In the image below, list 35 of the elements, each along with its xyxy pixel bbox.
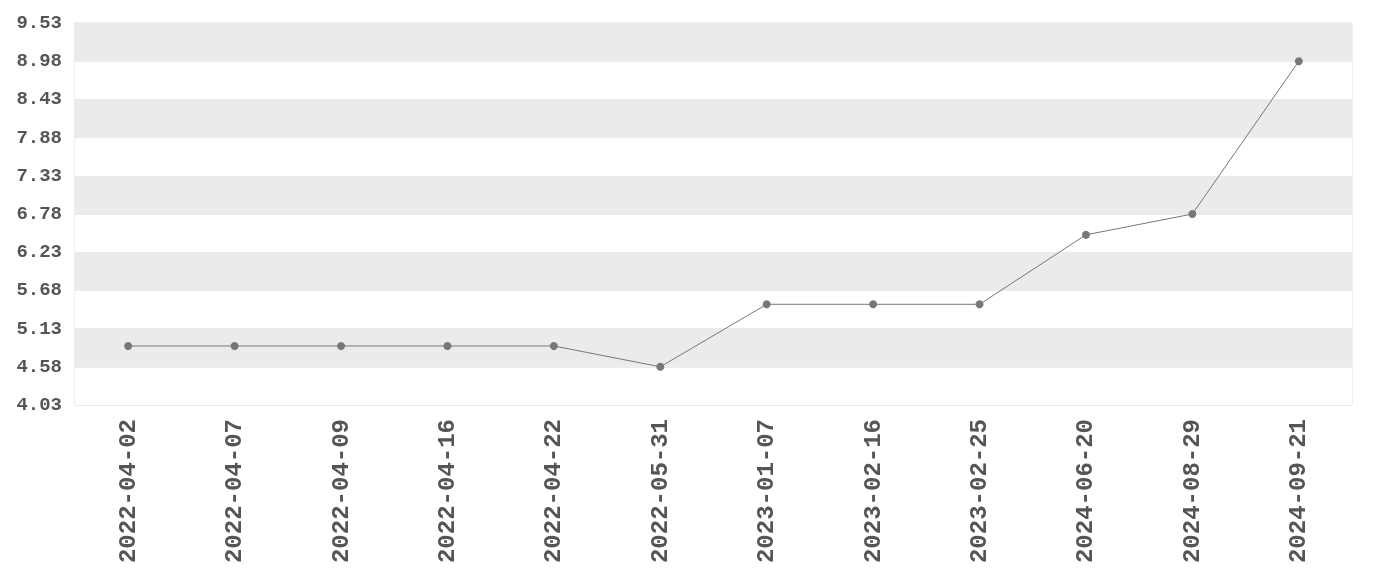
point <box>443 341 452 350</box>
y-tick-label: 6.78 <box>16 203 62 225</box>
point <box>230 341 239 350</box>
x-tick-label: 2022-04-07 <box>221 419 249 564</box>
y-tick-label: 5.13 <box>16 317 62 340</box>
x-tick-label: 2024-08-29 <box>1178 419 1206 564</box>
point <box>124 341 133 350</box>
y-tick-label: 7.33 <box>16 164 62 187</box>
point <box>337 341 346 350</box>
y-tick-label: 8.43 <box>16 88 62 111</box>
x-tick-label: 2022-04-02 <box>114 419 142 564</box>
x-tick-label: 2023-01-07 <box>753 419 781 564</box>
y-tick-label: 6.23 <box>16 241 62 264</box>
point <box>1081 230 1090 239</box>
x-tick-label: 2024-06-20 <box>1072 419 1100 564</box>
y-tick-label: 7.88 <box>16 126 62 149</box>
y-tick-label: 5.68 <box>16 279 62 302</box>
point <box>1294 57 1303 66</box>
x-tick-label: 2022-04-09 <box>327 419 355 564</box>
x-tick-label: 2024-09-21 <box>1285 419 1313 564</box>
point <box>1188 210 1197 218</box>
point <box>975 300 984 309</box>
y-tick-label: 4.03 <box>16 394 62 416</box>
point <box>656 362 665 371</box>
y-tick-label: 4.58 <box>16 355 62 378</box>
y-tick-label: 9.53 <box>16 12 62 34</box>
x-tick-label: 2022-05-31 <box>646 419 674 564</box>
point <box>762 300 771 309</box>
point <box>549 341 558 350</box>
x-tick-label: 2023-02-16 <box>859 419 887 564</box>
y-tick-label: 8.98 <box>16 50 62 73</box>
point <box>869 300 878 309</box>
x-tick-label: 2023-02-25 <box>966 419 994 564</box>
x-tick-label: 2022-04-16 <box>433 419 461 564</box>
x-tick-label: 2022-04-22 <box>540 419 568 564</box>
